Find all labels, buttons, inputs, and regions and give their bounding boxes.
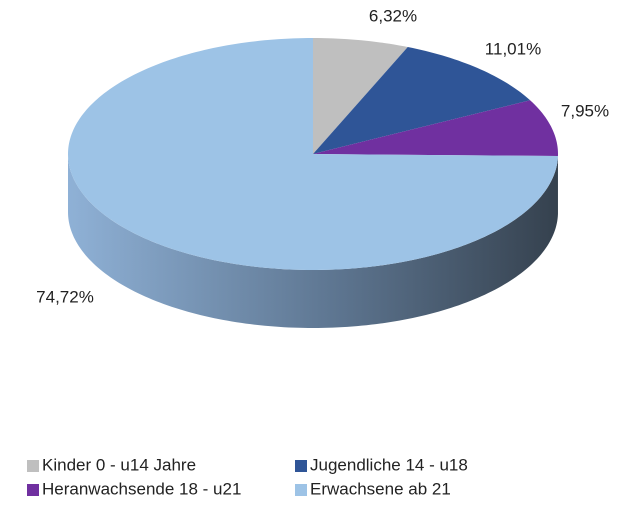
legend-label: Heranwachsende 18 - u21 bbox=[42, 479, 241, 498]
legend-label: Jugendliche 14 - u18 bbox=[310, 455, 468, 474]
pie-slice bbox=[313, 38, 408, 154]
legend-label: Kinder 0 - u14 Jahre bbox=[42, 455, 196, 474]
legend-label: Erwachsene ab 21 bbox=[310, 479, 451, 498]
pie-slice bbox=[68, 38, 558, 270]
pie-side bbox=[68, 154, 558, 328]
data-label: 11,01% bbox=[485, 39, 541, 58]
legend-swatch bbox=[295, 484, 307, 496]
pie-slice bbox=[313, 47, 531, 154]
data-label: 7,95% bbox=[561, 101, 609, 120]
legend-swatch bbox=[27, 460, 39, 472]
data-label: 6,32% bbox=[369, 6, 417, 25]
pie-slice bbox=[313, 100, 558, 157]
legend-swatch bbox=[295, 460, 307, 472]
legend-swatch bbox=[27, 484, 39, 496]
data-label: 74,72% bbox=[36, 287, 94, 306]
